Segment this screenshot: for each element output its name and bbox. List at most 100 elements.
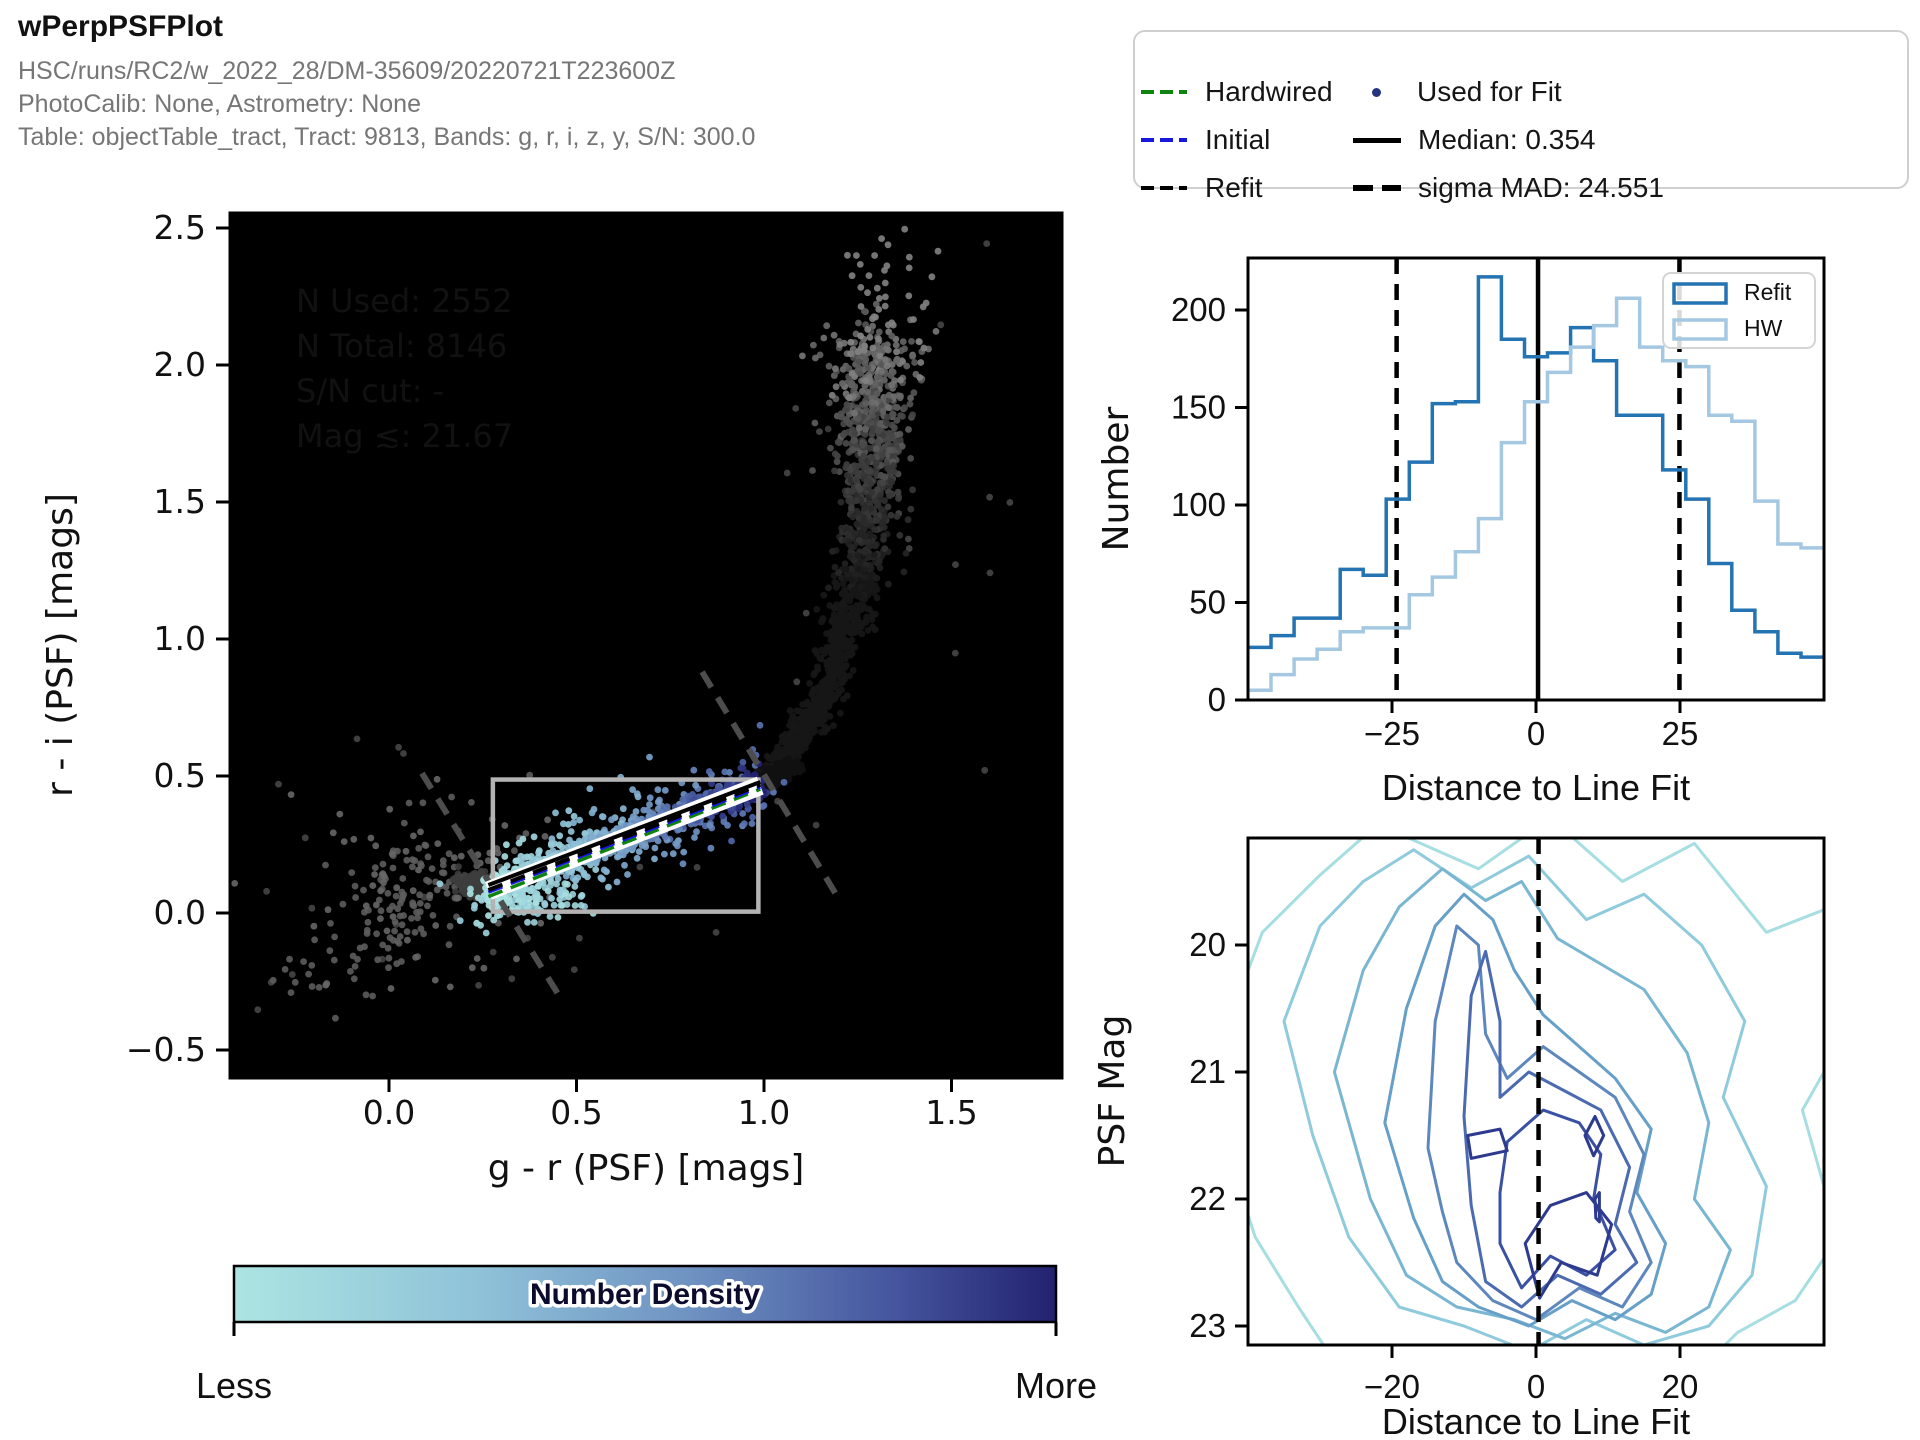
x-tick-label: 20 [1662,1368,1699,1405]
x-tick-label: 0 [1527,715,1545,752]
hist-legend-label-hw: HW [1744,315,1783,341]
contour-lines [1248,838,1824,1345]
main-xlabel: g - r (PSF) [mags] [488,1148,805,1189]
x-tick-label: 0.0 [363,1093,415,1132]
legend-row-hardwired: Hardwired [1141,76,1333,107]
fit-selection-box [490,777,761,914]
y-tick-label: 200 [1171,291,1226,328]
legend-row-sigma-mad: sigma MAD: 24.551 [1353,172,1664,203]
contour-level-2 [1332,867,1732,1341]
y-tick-label: 2.0 [154,345,206,384]
contour-level-1 [1282,848,1768,1345]
x-tick-label: 0.5 [550,1093,602,1132]
annotation-line-2: S/N cut: - [296,372,444,410]
y-tick-label: 23 [1189,1307,1226,1344]
perpendicular-cut-line-1 [699,670,842,901]
main-annotations: N Used: 2552 N Total: 8146 S/N cut: - Mag ≲… [296,282,513,455]
contour-level-7 [1466,1127,1509,1160]
x-tick-label: 1.0 [738,1093,790,1132]
hist-legend-label-refit: Refit [1744,279,1792,305]
legend-row-refit: Refit [1141,172,1263,203]
legend-row-median: Median: 0.354 [1353,124,1596,155]
y-tick-label: 22 [1189,1180,1226,1217]
cluster-stray-field-right [783,240,1014,829]
y-tick-label: 50 [1189,584,1226,621]
y-tick-label: 0.5 [154,756,206,795]
colorbar-more-label: More [1015,1365,1097,1406]
contour-level-8 [1583,1115,1606,1158]
hist-inner-legend: Refit HW [1662,272,1816,349]
contour-level-0 [1248,838,1824,1345]
fit-line-refit [487,782,761,892]
legend-row-used-for-fit: Used for Fit [1353,76,1562,107]
distance-histogram-plot: −25 0 25 0 50 100 150 200 Distance to Line Fit Nu… [1096,256,1826,808]
table-info-text: Table: objectTable_tract, Tract: 9813, B… [18,123,756,151]
y-tick-label: −0.5 [126,1030,206,1069]
fit-legend: Hardwired Initial Refit Used for Fit Med… [1133,30,1909,203]
page-title: wPerpPSFPlot [18,10,224,43]
y-tick-label: 20 [1189,926,1226,963]
contour-level-3 [1383,892,1668,1328]
colorbar-less-label: Less [196,1365,272,1406]
y-tick-label: 0.0 [154,893,206,932]
number-density-colorbar: Number Density Less More [196,1264,1097,1406]
hist-xlabel: Distance to Line Fit [1382,767,1690,808]
run-collection-text: HSC/runs/RC2/w_2022_28/DM-35609/20220721… [18,57,676,85]
main-axes-spines [228,211,1064,1080]
y-tick-label: 150 [1171,389,1226,426]
y-tick-label: 0 [1208,681,1226,718]
fit-line-initial [487,785,761,894]
contour-level-5 [1462,949,1639,1309]
hist-legend-swatch-refit [1672,282,1728,305]
median-line-swatch [1353,137,1401,143]
sigma-mad-dash-swatch [1353,185,1401,191]
legend-label-used-for-fit: Used for Fit [1417,76,1562,107]
cluster-stray-field-low [254,735,781,1014]
colorbar-title: Number Density [530,1278,760,1311]
hist-step-hw [1248,296,1824,692]
legend-label-refit: Refit [1205,172,1263,203]
annotation-line-3: Mag ≲: 21.67 [296,417,513,455]
y-tick-label: 2.5 [154,208,206,247]
legend-label-hardwired: Hardwired [1205,76,1333,107]
y-tick-label: 1.5 [154,482,206,521]
contour-level-9 [1523,1191,1614,1300]
fit-line-median [487,780,761,887]
x-tick-label: 25 [1662,715,1699,752]
annotation-line-0: N Used: 2552 [296,282,513,320]
used-for-fit-dot-swatch [1372,87,1381,97]
cluster-branch-top-sparse [828,225,942,399]
x-tick-label: −20 [1364,1368,1420,1405]
contour-axes: −20 0 20 20 21 22 23 Distance to Line Fit PSF Ma… [1092,836,1826,1440]
colorbar-gradient [232,1264,1058,1324]
annotation-line-1: N Total: 8146 [296,327,507,365]
legend-label-sigma-mad: sigma MAD: 24.551 [1418,172,1664,203]
refit-dash-swatch [1141,186,1187,190]
contour-level-4 [1426,924,1653,1322]
main-ylabel: r - i (PSF) [mags] [40,493,81,797]
color-color-plot: N Used: 2552 N Total: 8146 S/N cut: - Mag ≲… [40,208,1064,1189]
contour-xlabel: Distance to Line Fit [1382,1401,1690,1440]
legend-label-median: Median: 0.354 [1418,124,1596,155]
hist-axes: −25 0 25 0 50 100 150 200 Distance to Line Fit Nu… [1096,256,1826,808]
contour-ylabel: PSF Mag [1092,1015,1133,1168]
hist-ylabel: Number [1096,406,1137,551]
hist-legend-swatch-hw [1672,318,1728,341]
y-tick-label: 1.0 [154,619,206,658]
x-tick-label: 0 [1527,1368,1545,1405]
main-axes: 0.0 0.5 1.0 1.5 −0.5 0.0 0.5 1.0 1.5 2.0 2.5 g - r … [40,208,1064,1189]
x-tick-label: −25 [1364,715,1420,752]
calibration-text: PhotoCalib: None, Astrometry: None [18,90,421,118]
legend-row-initial: Initial [1141,124,1271,155]
initial-dash-swatch [1141,138,1187,142]
contour-axes-spines [1246,836,1826,1347]
hist-legend-box [1662,272,1816,349]
psf-mag-contour-plot: −20 0 20 20 21 22 23 Distance to Line Fit PSF Ma… [1092,836,1826,1440]
fit-line-hardwired [487,787,761,899]
x-tick-label: 1.5 [925,1093,977,1132]
y-tick-label: 21 [1189,1053,1226,1090]
legend-label-initial: Initial [1205,124,1271,155]
contour-level-10 [1593,1191,1601,1224]
